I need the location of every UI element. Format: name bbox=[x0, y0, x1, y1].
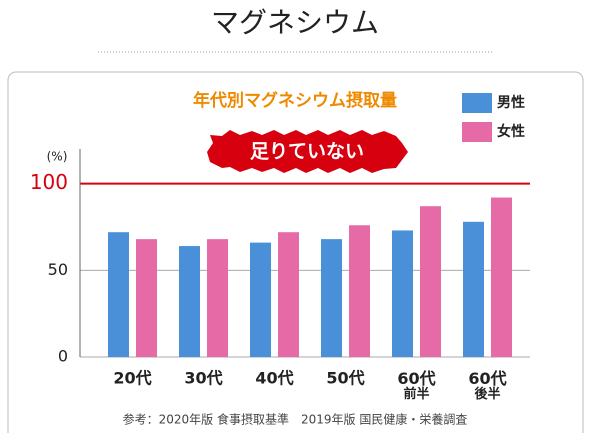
bar bbox=[321, 239, 342, 357]
y-axis-label: (%) bbox=[47, 150, 68, 164]
x-tick-label: 30代 bbox=[184, 369, 222, 388]
bar bbox=[278, 232, 299, 357]
legend-label: 男性 bbox=[497, 94, 525, 111]
bar bbox=[420, 206, 441, 357]
bar bbox=[136, 239, 157, 357]
y-tick-label: 100 bbox=[30, 170, 68, 194]
x-tick-label: 20代 bbox=[113, 369, 151, 388]
legend-swatch bbox=[462, 93, 492, 113]
badge-shape bbox=[207, 130, 408, 173]
bar bbox=[250, 242, 271, 357]
bar bbox=[463, 221, 484, 357]
badge-text: 足りていない bbox=[250, 141, 364, 163]
bar bbox=[108, 232, 129, 357]
bar bbox=[207, 239, 228, 357]
x-tick-label: 50代 bbox=[326, 369, 364, 388]
panel bbox=[7, 71, 584, 437]
legend-label: 女性 bbox=[497, 123, 525, 140]
y-tick-label: 50 bbox=[48, 260, 68, 279]
chart-title: 年代別マグネシウム摂取量 bbox=[193, 90, 397, 111]
source-note: 参考：2020年版 食事摂取基準 2019年版 国民健康・栄養調査 bbox=[123, 412, 468, 427]
bar bbox=[392, 230, 413, 357]
x-tick-label: 40代 bbox=[255, 369, 293, 388]
bar bbox=[349, 225, 370, 357]
y-tick-label: 0 bbox=[58, 347, 68, 366]
bar bbox=[179, 246, 200, 357]
x-tick-label: 60代前半 bbox=[397, 369, 435, 402]
legend-swatch bbox=[462, 122, 492, 142]
bar bbox=[491, 197, 512, 357]
page-title: マグネシウム bbox=[211, 6, 379, 39]
x-tick-label: 60代後半 bbox=[468, 369, 506, 402]
